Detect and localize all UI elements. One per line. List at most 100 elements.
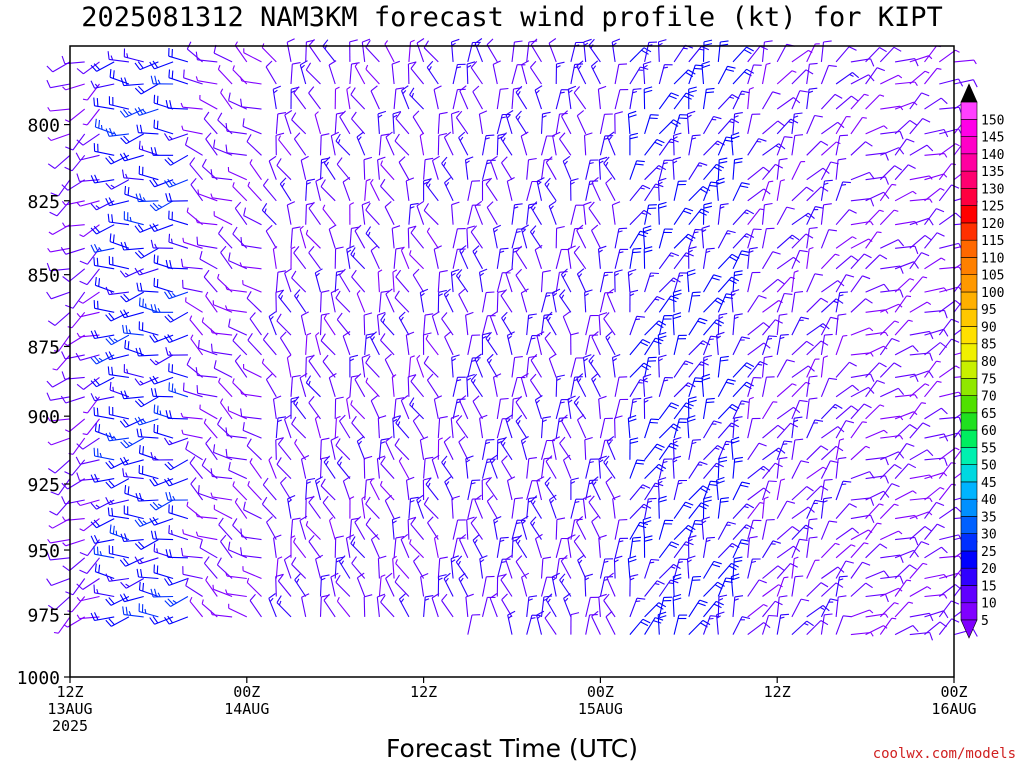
wind-barb bbox=[835, 438, 845, 460]
wind-barb bbox=[153, 277, 174, 293]
wind-barb bbox=[909, 301, 932, 313]
wind-barb bbox=[246, 438, 262, 461]
wind-barb bbox=[181, 429, 203, 439]
wind-barb bbox=[880, 303, 903, 313]
wind-barb bbox=[293, 86, 307, 110]
wind-barb bbox=[433, 245, 442, 269]
wind-barb bbox=[642, 373, 652, 397]
wind-barb bbox=[197, 189, 218, 202]
wind-barb bbox=[150, 75, 174, 85]
wind-barb bbox=[540, 292, 555, 313]
wind-barb bbox=[441, 593, 454, 618]
wind-barb bbox=[227, 541, 248, 559]
wind-barb bbox=[526, 335, 541, 356]
wind-barb bbox=[629, 247, 642, 269]
wind-barb bbox=[806, 246, 814, 269]
wind-barb bbox=[629, 184, 651, 202]
wind-barb bbox=[168, 363, 189, 378]
wind-barb bbox=[529, 225, 542, 249]
wind-barb bbox=[820, 497, 832, 519]
wind-barb bbox=[322, 354, 336, 378]
wind-barb bbox=[105, 197, 130, 207]
wind-barb bbox=[585, 458, 599, 479]
wind-barb bbox=[520, 515, 529, 540]
wind-barb bbox=[378, 133, 390, 156]
wind-barb bbox=[658, 519, 674, 540]
colorbar-swatch bbox=[960, 516, 978, 535]
wind-barb bbox=[135, 347, 159, 357]
wind-barb bbox=[747, 86, 754, 110]
wind-barb bbox=[93, 447, 115, 461]
wind-barb bbox=[850, 561, 871, 579]
wind-barb bbox=[275, 573, 284, 597]
wind-barb bbox=[384, 353, 395, 378]
y-tick-label: 800 bbox=[27, 116, 60, 137]
wind-barb bbox=[363, 594, 373, 617]
wind-barb bbox=[444, 476, 454, 501]
wind-barb bbox=[702, 496, 712, 519]
wind-barb bbox=[62, 557, 86, 572]
wind-barb bbox=[673, 180, 687, 201]
wind-barb bbox=[185, 577, 203, 597]
wind-barb bbox=[393, 397, 405, 419]
colorbar-label: 35 bbox=[981, 510, 997, 525]
wind-barb bbox=[573, 395, 587, 420]
wind-barb bbox=[614, 89, 629, 110]
wind-barb bbox=[850, 386, 875, 398]
wind-barb bbox=[290, 226, 301, 249]
colorbar-label: 75 bbox=[981, 372, 997, 387]
wind-barb bbox=[249, 593, 262, 618]
wind-barb bbox=[120, 291, 144, 303]
wind-barb bbox=[627, 555, 637, 579]
wind-barb bbox=[227, 166, 248, 181]
wind-barb bbox=[213, 139, 233, 156]
wind-barb bbox=[806, 518, 818, 540]
wind-barb bbox=[938, 600, 960, 618]
wind-barb bbox=[82, 108, 100, 126]
source-credit[interactable]: coolwx.com/models bbox=[872, 746, 1016, 762]
wind-barb bbox=[540, 111, 551, 134]
wind-barb bbox=[107, 366, 129, 378]
wind-barb bbox=[688, 162, 708, 180]
wind-barb bbox=[776, 457, 788, 479]
wind-barb bbox=[90, 534, 115, 544]
wind-barb bbox=[370, 395, 380, 420]
wind-barb bbox=[673, 558, 688, 579]
wind-barb bbox=[299, 225, 307, 249]
wind-barb bbox=[924, 67, 942, 85]
wind-barb bbox=[330, 131, 340, 156]
wind-barb bbox=[76, 133, 100, 146]
wind-barb bbox=[536, 331, 545, 356]
wind-barb bbox=[224, 285, 247, 293]
wind-barb bbox=[953, 59, 977, 65]
wind-barb bbox=[134, 539, 159, 550]
wind-barb bbox=[246, 134, 262, 156]
wind-barb bbox=[894, 490, 917, 501]
wind-barb bbox=[629, 315, 645, 336]
wind-barb bbox=[287, 494, 296, 519]
wind-barb bbox=[614, 519, 628, 540]
wind-barb bbox=[747, 247, 758, 269]
wind-barb bbox=[732, 233, 755, 249]
wind-barb bbox=[850, 220, 874, 226]
wind-barb bbox=[806, 358, 820, 378]
wind-barb bbox=[806, 559, 820, 579]
wind-barb bbox=[300, 455, 310, 479]
wind-barb bbox=[573, 245, 587, 270]
wind-barb bbox=[370, 178, 380, 202]
wind-barb bbox=[339, 414, 351, 439]
wind-barb bbox=[451, 201, 460, 225]
wind-barb bbox=[124, 185, 144, 202]
wind-barb bbox=[673, 360, 694, 378]
wind-barb bbox=[688, 134, 701, 156]
wind-barb bbox=[120, 133, 144, 145]
wind-barb bbox=[286, 354, 292, 378]
wind-barb bbox=[567, 245, 576, 269]
wind-barb bbox=[455, 110, 469, 135]
wind-barb bbox=[806, 186, 829, 202]
wind-barb bbox=[791, 291, 804, 313]
wind-barb bbox=[265, 60, 277, 85]
wind-barb bbox=[791, 316, 810, 336]
wind-barb bbox=[880, 387, 905, 398]
